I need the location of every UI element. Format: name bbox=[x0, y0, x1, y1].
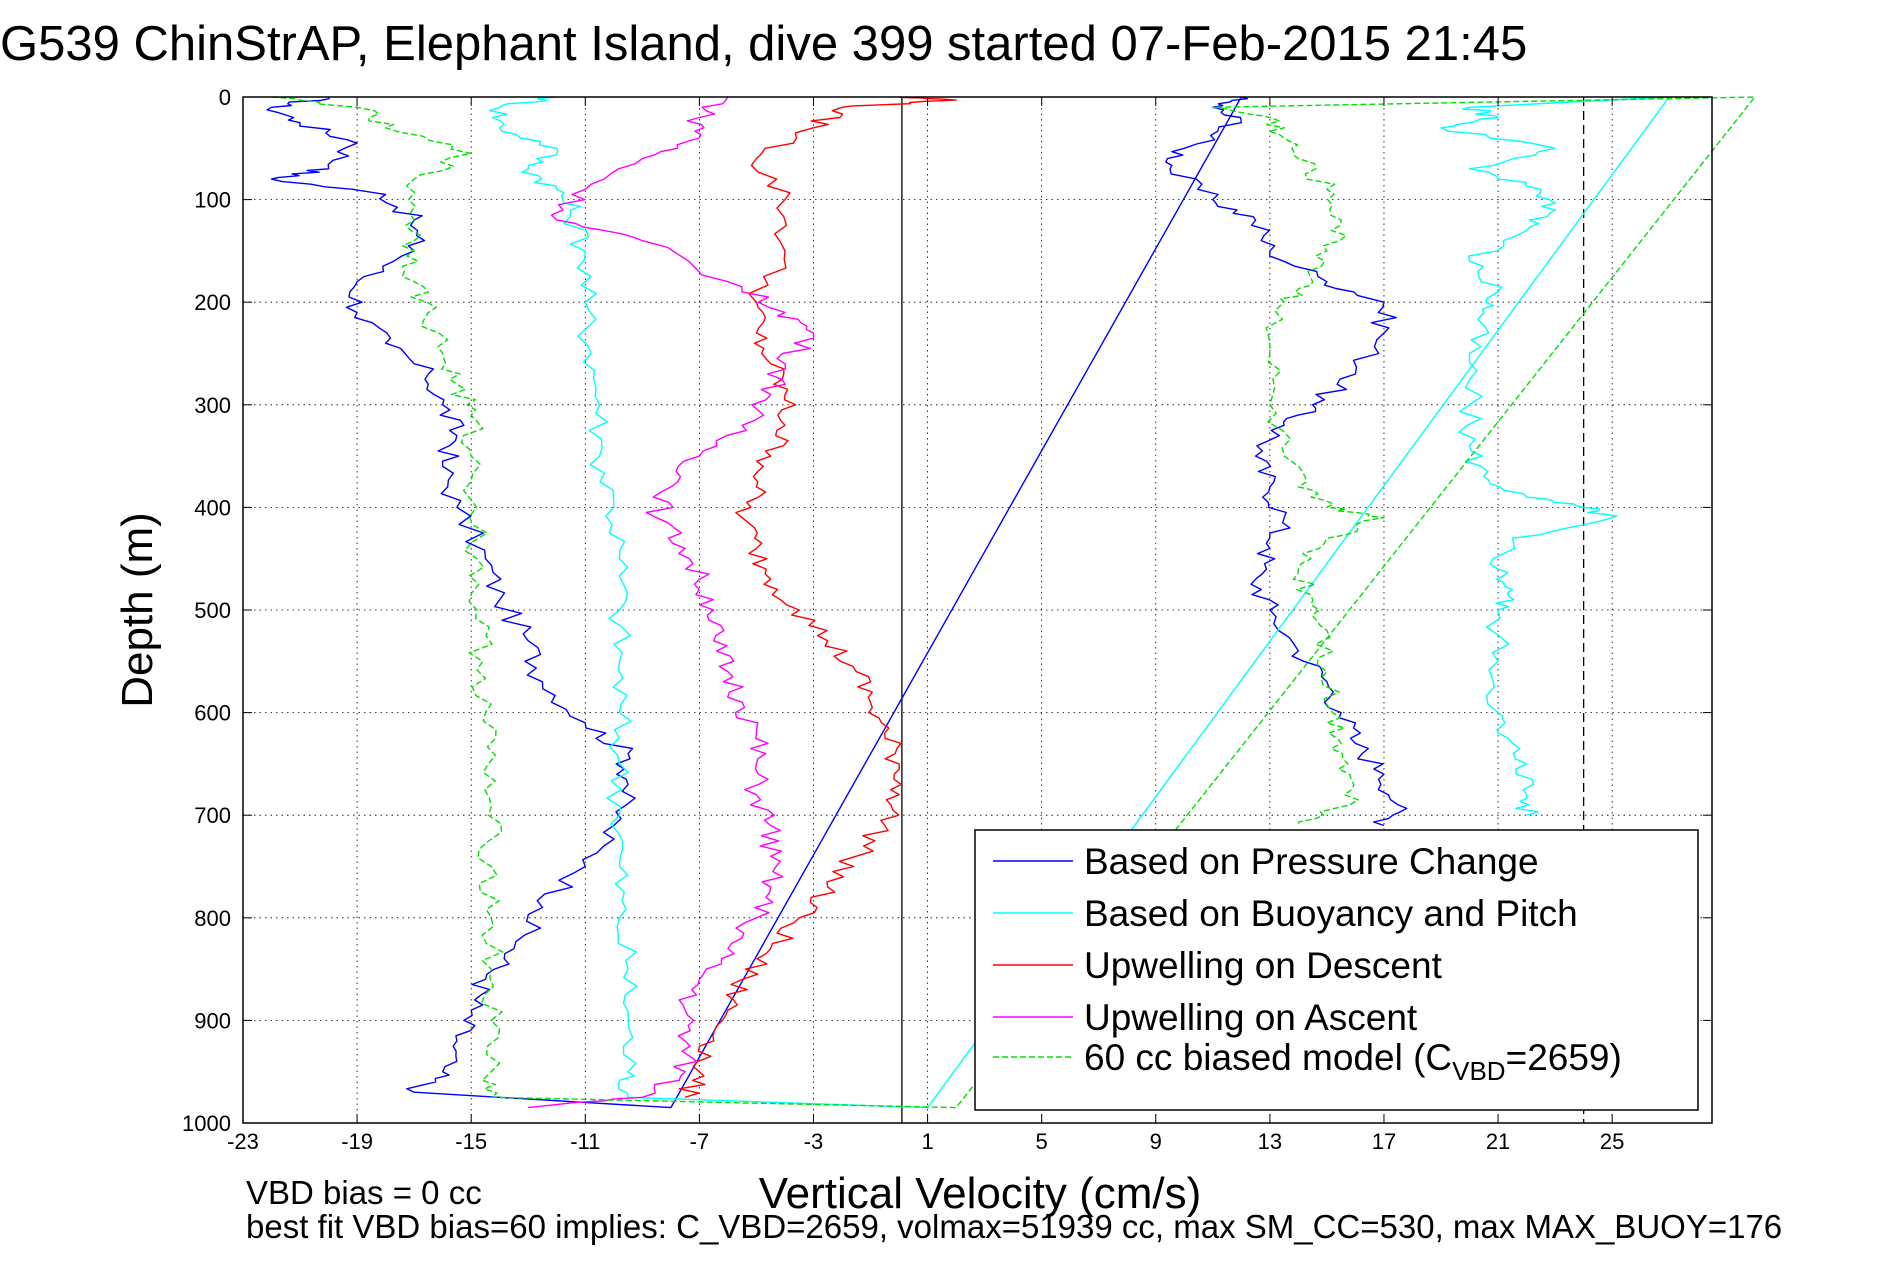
chart-title: G539 ChinStrAP, Elephant Island, dive 39… bbox=[0, 17, 1527, 71]
bias-note: VBD bias = 0 cc bbox=[246, 1174, 482, 1211]
y-tick-label: 400 bbox=[194, 495, 231, 520]
legend-label: Upwelling on Descent bbox=[1084, 945, 1443, 986]
y-tick-label: 600 bbox=[194, 701, 231, 726]
y-tick-label: 900 bbox=[194, 1008, 231, 1033]
x-tick-label: 25 bbox=[1600, 1129, 1624, 1154]
y-tick-label: 100 bbox=[194, 188, 231, 213]
ticks: -23 -19 -15 -11 -7 -3 1 5 9 13 17 21 25 0 100 200 300 400… bbox=[182, 85, 1712, 1154]
fit-note: best fit VBD bias=60 implies: C_VBD=2659… bbox=[246, 1208, 1782, 1245]
series-line bbox=[678, 96, 957, 1098]
legend-label: 60 cc biased model (CVBD=2659) bbox=[1084, 1037, 1622, 1086]
legend-label: Based on Buoyancy and Pitch bbox=[1084, 893, 1578, 934]
legend-label: Upwelling on Ascent bbox=[1084, 997, 1418, 1038]
legend: Based on Pressure Change Based on Buoyanc… bbox=[974, 829, 1699, 1111]
y-tick-label: 300 bbox=[194, 393, 231, 418]
x-tick-label: 21 bbox=[1486, 1129, 1510, 1154]
x-tick-label: 9 bbox=[1150, 1129, 1162, 1154]
series-line bbox=[528, 96, 815, 1109]
legend-label-subscript: VBD bbox=[1452, 1056, 1505, 1086]
grid bbox=[243, 97, 1712, 1123]
x-axis-label: Vertical Velocity (cm/s) bbox=[759, 1169, 1202, 1218]
x-tick-label: -11 bbox=[570, 1129, 600, 1154]
x-tick-label: -7 bbox=[690, 1129, 710, 1154]
x-tick-label: 17 bbox=[1372, 1129, 1396, 1154]
y-tick-label: 800 bbox=[194, 906, 231, 931]
series-line bbox=[266, 96, 1408, 1109]
x-tick-label: 5 bbox=[1036, 1129, 1048, 1154]
series-line bbox=[488, 96, 1670, 1109]
x-tick-label: -23 bbox=[227, 1129, 259, 1154]
y-tick-label: 0 bbox=[219, 85, 231, 110]
legend-label-suffix: =2659) bbox=[1506, 1037, 1622, 1078]
y-axis-label: Depth (m) bbox=[113, 512, 162, 708]
series-line bbox=[271, 96, 1756, 1109]
y-tick-label: 700 bbox=[194, 803, 231, 828]
legend-label: Based on Pressure Change bbox=[1084, 841, 1539, 882]
x-tick-label: 1 bbox=[921, 1129, 933, 1154]
legend-box bbox=[974, 829, 1699, 1111]
x-tick-label: -3 bbox=[804, 1129, 824, 1154]
x-tick-label: 13 bbox=[1258, 1129, 1282, 1154]
series-layer bbox=[266, 96, 1756, 1109]
y-tick-label: 500 bbox=[194, 598, 231, 623]
x-tick-label: -15 bbox=[455, 1129, 487, 1154]
y-tick-label: 1000 bbox=[182, 1111, 231, 1136]
y-tick-label: 200 bbox=[194, 290, 231, 315]
x-tick-label: -19 bbox=[341, 1129, 373, 1154]
